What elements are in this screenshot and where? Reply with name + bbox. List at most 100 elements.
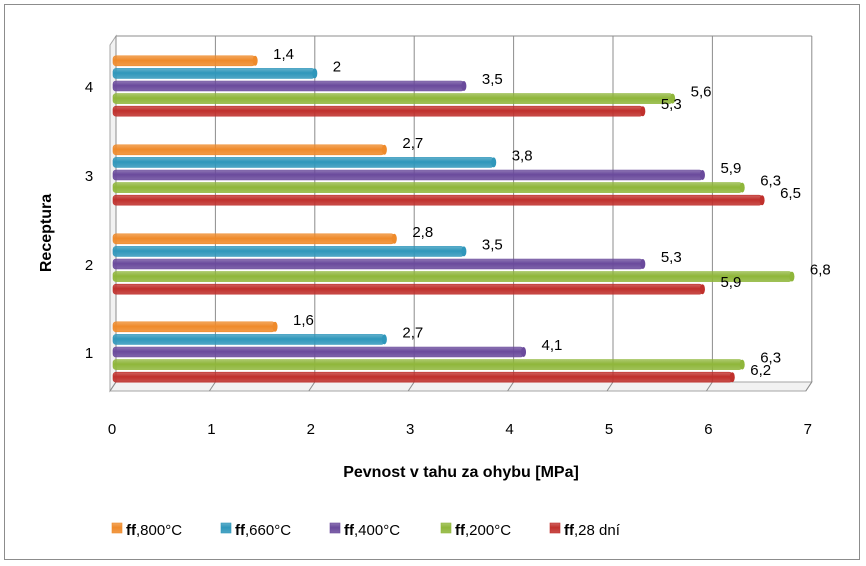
bar-cap [381,334,387,345]
legend-label-bold: ff [235,522,246,539]
y-axis-ticks: 1 2 3 4 [85,79,93,362]
legend-label-bold: ff [344,522,355,539]
bar-cap [461,81,467,91]
data-label: 6,2 [750,362,771,379]
legend-swatch [111,522,123,534]
bar-cap [759,195,765,206]
legend-label-bold: ff [126,522,137,539]
data-label: 5,6 [691,84,712,101]
data-label: 1,4 [273,46,294,63]
bar-cap [252,55,258,66]
data-label: 5,3 [661,249,682,266]
x-tick-label: 5 [605,421,613,438]
bar-cap [670,93,676,104]
bar [112,144,385,156]
bar-cap [391,233,397,244]
bar-cap [699,170,705,180]
legend-label-rest: ,28 dní [574,522,621,539]
legend-label: ff,200°C [455,522,511,539]
gridline-floor [507,381,515,392]
bar-cap [461,246,467,257]
bar [112,105,644,117]
legend: ff,800°C ff,660°C ff,400°C ff,200°C ff,28 dn… [111,522,621,539]
data-labels: 6,26,34,12,71,65,96,85,33,52,86,56,35,93… [273,46,831,379]
bar [112,346,524,358]
bar [112,359,743,370]
bar-cap [491,157,497,168]
x-axis-ticks: 0 1 2 3 4 5 6 7 [108,421,812,438]
bar [112,371,733,383]
bar [112,182,743,193]
bar-cap [729,372,735,383]
x-tick-label: 7 [804,421,812,438]
legend-swatch [329,522,341,534]
data-label: 2 [333,58,341,75]
data-label: 5,3 [661,96,682,113]
bar-cap [312,68,318,79]
x-tick-label: 2 [307,421,315,438]
x-tick-label: 1 [207,421,215,438]
x-tick-label: 6 [704,421,712,438]
data-label: 5,9 [720,160,741,177]
bar [112,271,793,282]
legend-label: ff,800°C [126,522,182,539]
bar-cap [272,321,278,332]
y-tick-label: 3 [85,168,93,185]
bar [112,194,763,206]
bar [112,246,465,257]
x-tick-label: 3 [406,421,414,438]
y-tick-label: 1 [85,345,93,362]
bar-cap [640,106,646,117]
bar [112,157,495,168]
bar-cap [739,182,745,193]
data-label: 1,6 [293,312,314,329]
y-tick-label: 2 [85,257,93,274]
x-tick-label: 4 [505,421,513,438]
bar [112,334,385,345]
y-axis-title: Receptura [38,194,55,272]
bar [112,68,316,79]
legend-label: ff,400°C [344,522,400,539]
data-label: 3,5 [482,71,503,88]
legend-label-rest: ,660°C [245,522,291,539]
x-axis-title: Pevnost v tahu za ohybu [MPa] [343,464,579,481]
data-label: 6,8 [810,262,831,279]
x-tick-label: 0 [108,421,116,438]
bar-cap [699,284,705,295]
bar-cap [789,271,795,282]
data-label: 6,3 [760,173,781,190]
data-label: 2,7 [402,324,423,341]
data-label: 6,5 [780,185,801,202]
data-label: 3,8 [512,147,533,164]
legend-swatch [220,522,232,534]
bar [112,93,673,104]
data-label: 4,1 [542,337,563,354]
bar [112,55,256,67]
gridline-floor [805,381,813,392]
data-label: 5,9 [720,274,741,291]
bar-cap [640,259,646,269]
bar [112,283,703,295]
legend-label-rest: ,800°C [136,522,182,539]
legend-swatch [440,522,452,534]
data-label: 2,8 [412,224,433,241]
legend-label: ff,28 dní [564,522,621,539]
legend-label: ff,660°C [235,522,291,539]
gridline-floor [705,381,713,392]
bar-cap [521,347,527,357]
bar [112,80,465,92]
bar [112,169,703,181]
legend-swatch [549,522,561,534]
data-label: 2,7 [402,135,423,152]
gridline-floor [109,381,117,392]
gridline-floor [407,381,415,392]
gridline-floor [308,381,316,392]
gridline-floor [208,381,216,392]
legend-label-bold: ff [455,522,466,539]
data-label: 6,3 [760,350,781,367]
bar [112,233,395,245]
plot-background [109,34,813,393]
data-label: 3,5 [482,236,503,253]
bars [112,55,795,383]
floor [109,381,813,392]
